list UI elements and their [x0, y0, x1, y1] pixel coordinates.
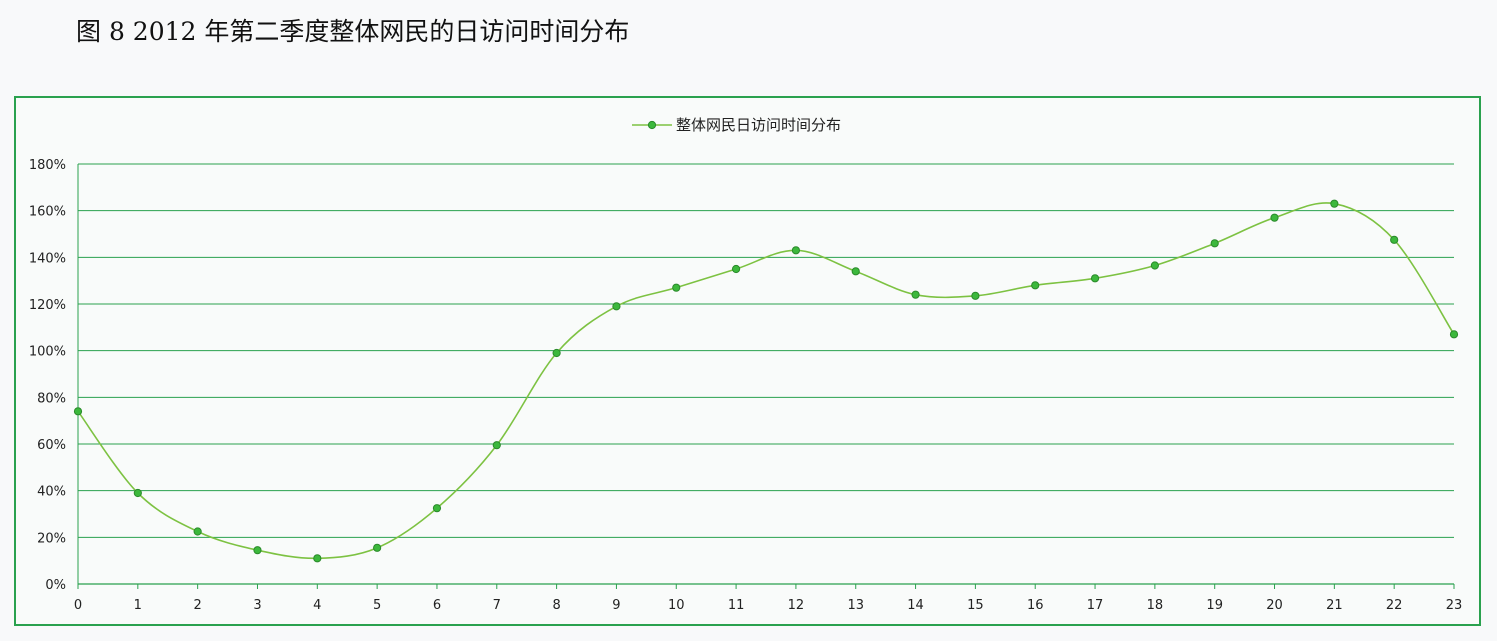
data-point	[432, 504, 442, 513]
x-tick-label: 0	[74, 598, 82, 613]
x-axis-tick-labels: 0 1 2 3 4 5 6 7 8 9 10 11 12 13 14 15 16 17 18 19 20 21 22 23	[74, 598, 1462, 613]
data-point	[133, 488, 142, 498]
data-point	[1210, 239, 1219, 248]
y-tick-label: 80%	[37, 391, 66, 406]
data-point	[73, 407, 83, 416]
data-point	[1449, 330, 1459, 339]
y-tick-label: 20%	[37, 531, 66, 546]
y-tick-label: 0%	[45, 578, 66, 593]
x-tick-label: 16	[1027, 598, 1044, 613]
data-point	[1270, 213, 1279, 222]
x-tick-label: 15	[967, 598, 984, 613]
data-point	[1330, 199, 1339, 208]
x-tick-label: 19	[1206, 598, 1223, 613]
x-tick-label: 3	[253, 598, 261, 613]
x-tick-label: 9	[612, 598, 620, 613]
data-point	[193, 527, 202, 536]
axes	[77, 164, 1455, 589]
x-tick-label: 2	[194, 598, 202, 613]
x-tick-label: 1	[134, 598, 142, 613]
figure-caption: 图 8 2012 年第二季度整体网民的日访问时间分布	[76, 17, 630, 46]
x-tick-label: 22	[1386, 598, 1403, 613]
data-point	[492, 441, 501, 450]
y-tick-label: 100%	[29, 345, 66, 360]
x-tick-label: 12	[788, 598, 805, 613]
x-tick-label: 21	[1326, 598, 1343, 613]
x-tick-label: 20	[1266, 598, 1283, 613]
y-tick-label: 120%	[29, 298, 66, 313]
x-tick-label: 7	[493, 598, 501, 613]
data-point	[731, 264, 741, 274]
data-point	[672, 283, 681, 292]
x-tick-label: 18	[1147, 598, 1164, 613]
series-line	[77, 202, 1455, 560]
data-point	[1090, 274, 1100, 283]
x-tick-label: 14	[907, 598, 924, 613]
x-tick-label: 4	[313, 598, 321, 613]
y-tick-label: 140%	[29, 251, 66, 266]
data-point	[253, 546, 262, 555]
data-point	[373, 543, 382, 552]
data-point	[911, 290, 920, 299]
gridlines	[78, 163, 1454, 585]
x-tick-label: 13	[847, 598, 864, 613]
y-tick-label: 40%	[37, 485, 66, 500]
y-axis-tick-labels: 0% 20% 40% 60% 80% 100% 120% 140% 160% 180%	[29, 158, 66, 593]
data-point	[971, 291, 980, 300]
data-point	[1031, 281, 1040, 290]
x-tick-label: 23	[1446, 598, 1463, 613]
legend-label: 整体网民日访问时间分布	[676, 116, 841, 134]
data-point	[1390, 235, 1399, 244]
data-point	[791, 246, 801, 255]
x-tick-label: 5	[373, 598, 381, 613]
series-group	[73, 199, 1459, 563]
y-tick-label: 180%	[29, 158, 66, 173]
x-tick-label: 17	[1087, 598, 1104, 613]
x-tick-label: 8	[552, 598, 560, 613]
data-point	[1150, 261, 1159, 270]
y-tick-label: 60%	[37, 438, 66, 453]
data-point	[552, 348, 561, 358]
x-tick-label: 10	[668, 598, 685, 613]
legend: 整体网民日访问时间分布	[632, 116, 841, 134]
x-tick-label: 11	[728, 598, 745, 613]
y-tick-label: 160%	[29, 205, 66, 220]
data-point	[612, 302, 621, 311]
data-point	[313, 554, 322, 563]
legend-marker	[647, 120, 657, 130]
x-tick-label: 6	[433, 598, 441, 613]
data-point	[851, 267, 860, 276]
